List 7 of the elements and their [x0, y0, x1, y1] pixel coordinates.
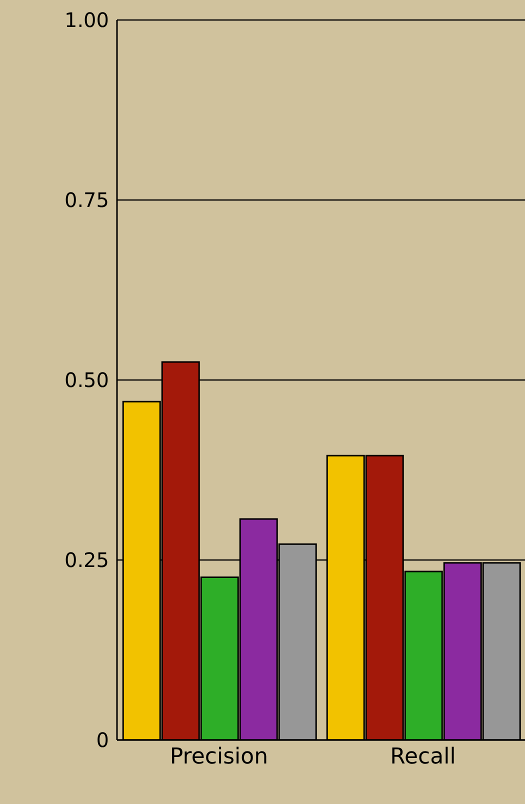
y-tick-label: 1.00 — [64, 8, 109, 32]
y-tick-label: 0.75 — [64, 188, 109, 212]
x-tick-label: Recall — [390, 744, 456, 770]
x-tick-label: Precision — [170, 744, 268, 770]
y-tick-label: 0.50 — [64, 368, 109, 392]
y-tick-label: 0.25 — [64, 548, 109, 572]
y-tick-label: 0 — [96, 728, 109, 752]
